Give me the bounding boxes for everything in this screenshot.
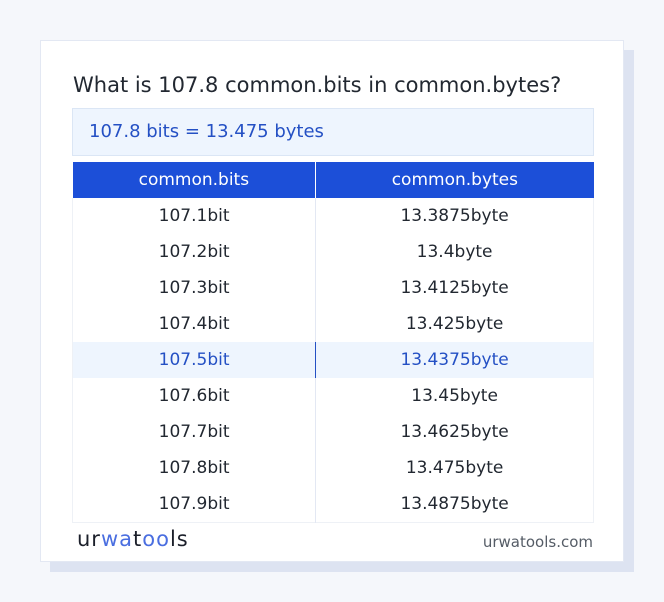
conversion-table: common.bits common.bytes 107.1bit 13.3875… bbox=[72, 162, 594, 523]
table-row: 107.5bit 13.4375byte bbox=[72, 342, 594, 378]
bytes-cell: 13.4875byte bbox=[400, 494, 509, 514]
bytes-cell: 13.4byte bbox=[416, 242, 493, 262]
table-row: 107.7bit 13.4625byte bbox=[72, 414, 594, 450]
column-header-bits: common.bits bbox=[72, 162, 317, 198]
bytes-cell: 13.4125byte bbox=[400, 278, 509, 298]
bits-cell: 107.3bit bbox=[72, 270, 317, 306]
page-title: What is 107.8 common.bits in common.byte… bbox=[73, 73, 562, 97]
table-row: 107.6bit 13.45byte bbox=[72, 378, 594, 414]
table-row: 107.2bit 13.4byte bbox=[72, 234, 594, 270]
bits-cell: 107.7bit bbox=[72, 414, 317, 450]
bits-cell: 107.8bit bbox=[72, 450, 317, 486]
bytes-cell: 13.45byte bbox=[411, 386, 498, 406]
table-row: 107.1bit 13.3875byte bbox=[72, 198, 594, 234]
table-row: 107.8bit 13.475byte bbox=[72, 450, 594, 486]
bits-cell: 107.1bit bbox=[72, 198, 317, 234]
bits-cell: 107.2bit bbox=[72, 234, 317, 270]
bytes-cell: 13.425byte bbox=[405, 314, 504, 334]
bits-cell: 107.9bit bbox=[72, 486, 317, 523]
bytes-cell: 13.475byte bbox=[405, 458, 504, 478]
urwatools-logo[interactable]: urwatools bbox=[77, 527, 189, 551]
result-box: 107.8 bits = 13.475 bytes bbox=[72, 108, 594, 156]
bytes-cell: 13.4625byte bbox=[400, 422, 509, 442]
bits-cell: 107.4bit bbox=[72, 306, 317, 342]
conversion-card: What is 107.8 common.bits in common.byte… bbox=[40, 40, 624, 562]
bytes-cell: 13.3875byte bbox=[400, 206, 509, 226]
site-link[interactable]: urwatools.com bbox=[482, 533, 593, 551]
bits-cell: 107.5bit bbox=[72, 342, 317, 378]
column-header-bytes: common.bytes bbox=[315, 162, 594, 198]
table-row: 107.4bit 13.425byte bbox=[72, 306, 594, 342]
bytes-cell: 13.4375byte bbox=[315, 342, 594, 378]
table-row: 107.9bit 13.4875byte bbox=[72, 486, 594, 523]
table-row: 107.3bit 13.4125byte bbox=[72, 270, 594, 306]
bits-cell: 107.6bit bbox=[72, 378, 317, 414]
